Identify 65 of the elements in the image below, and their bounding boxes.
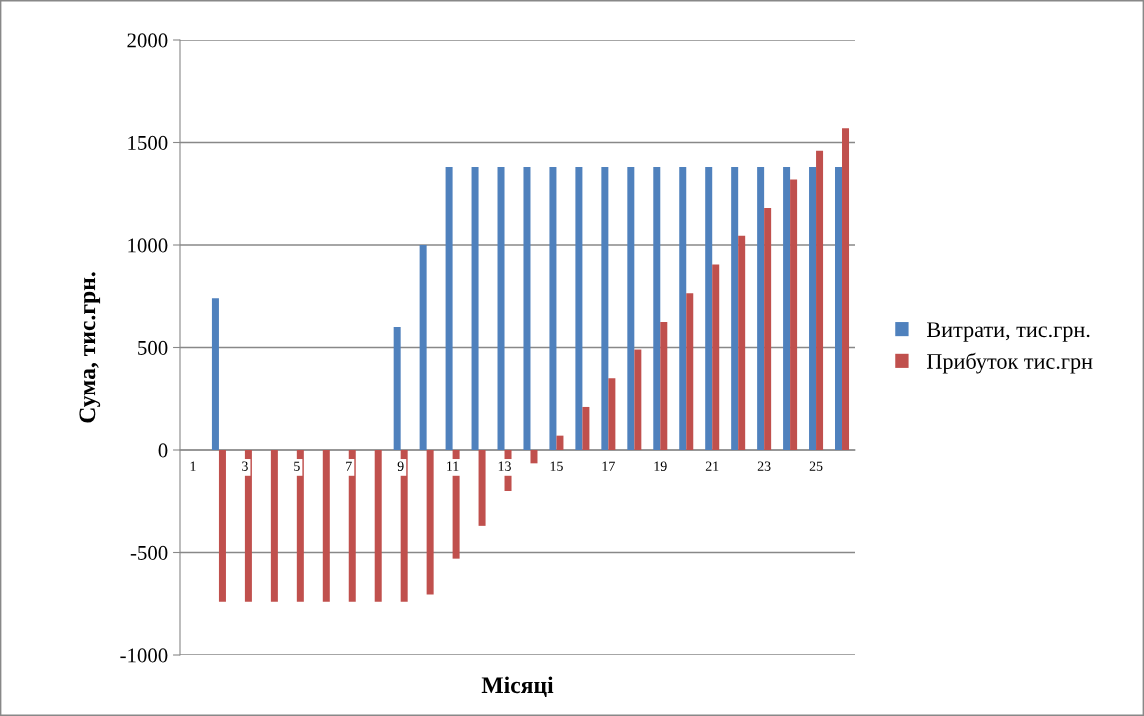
bar <box>374 450 382 602</box>
bar <box>653 167 661 450</box>
bar <box>523 167 531 450</box>
bar <box>244 450 252 602</box>
bar <box>270 450 278 602</box>
bar <box>419 245 427 450</box>
bar <box>816 150 824 450</box>
y-tick-label: 500 <box>138 340 168 355</box>
bar <box>478 450 486 526</box>
bar <box>582 406 590 450</box>
bar <box>530 450 538 464</box>
bar <box>731 167 739 450</box>
x-tick-label: 23 <box>757 461 771 471</box>
x-tick-label: 13 <box>498 461 511 471</box>
bar <box>322 450 330 602</box>
x-tick-label: 9 <box>397 461 404 471</box>
bar <box>764 208 772 450</box>
x-tick-label: 7 <box>346 461 352 471</box>
bar <box>660 321 668 450</box>
legend-label: Прибуток тис.грн <box>927 352 1093 374</box>
bar <box>497 167 505 450</box>
bar <box>757 167 765 450</box>
bar <box>601 167 609 450</box>
x-tick-label: 3 <box>242 461 248 471</box>
x-tick-label: 21 <box>705 461 719 471</box>
bar <box>426 450 434 595</box>
bar <box>634 349 642 450</box>
x-tick-label: 19 <box>654 461 667 471</box>
bar <box>549 167 557 450</box>
bar <box>835 167 843 450</box>
bar <box>445 167 453 450</box>
bar <box>218 450 226 602</box>
bar <box>393 327 401 450</box>
y-tick-label: 2000 <box>127 33 168 48</box>
bar <box>790 179 798 450</box>
x-tick-label: 1 <box>190 461 196 471</box>
x-tick-label: 11 <box>447 461 459 471</box>
x-tick-label: 25 <box>809 461 823 471</box>
x-tick-label: 17 <box>602 461 615 471</box>
bar <box>679 167 687 450</box>
y-axis-title: Сума, тис.грн. <box>79 272 101 423</box>
bar <box>686 293 694 450</box>
bar <box>471 167 479 450</box>
x-axis-title: Місяці <box>481 676 554 698</box>
bar <box>809 167 817 450</box>
bar <box>627 167 635 450</box>
bar <box>842 128 850 450</box>
bar <box>296 450 304 602</box>
bar <box>705 167 713 450</box>
bar <box>348 450 356 602</box>
y-tick-label: -500 <box>130 545 168 560</box>
legend-label: Витрати, тис.грн. <box>927 322 1090 342</box>
bar <box>556 435 564 450</box>
y-tick-label: 1000 <box>128 238 168 253</box>
bar <box>608 378 616 450</box>
bar <box>211 298 219 450</box>
bar <box>575 167 583 450</box>
x-tick-label: 15 <box>550 461 563 471</box>
y-tick-label: -1000 <box>120 648 168 663</box>
bar <box>712 264 720 450</box>
y-tick-label: 0 <box>158 443 168 458</box>
x-tick-label: 5 <box>294 461 300 471</box>
y-tick-label: 1500 <box>128 135 168 150</box>
bar <box>783 167 791 450</box>
bar <box>738 235 746 450</box>
